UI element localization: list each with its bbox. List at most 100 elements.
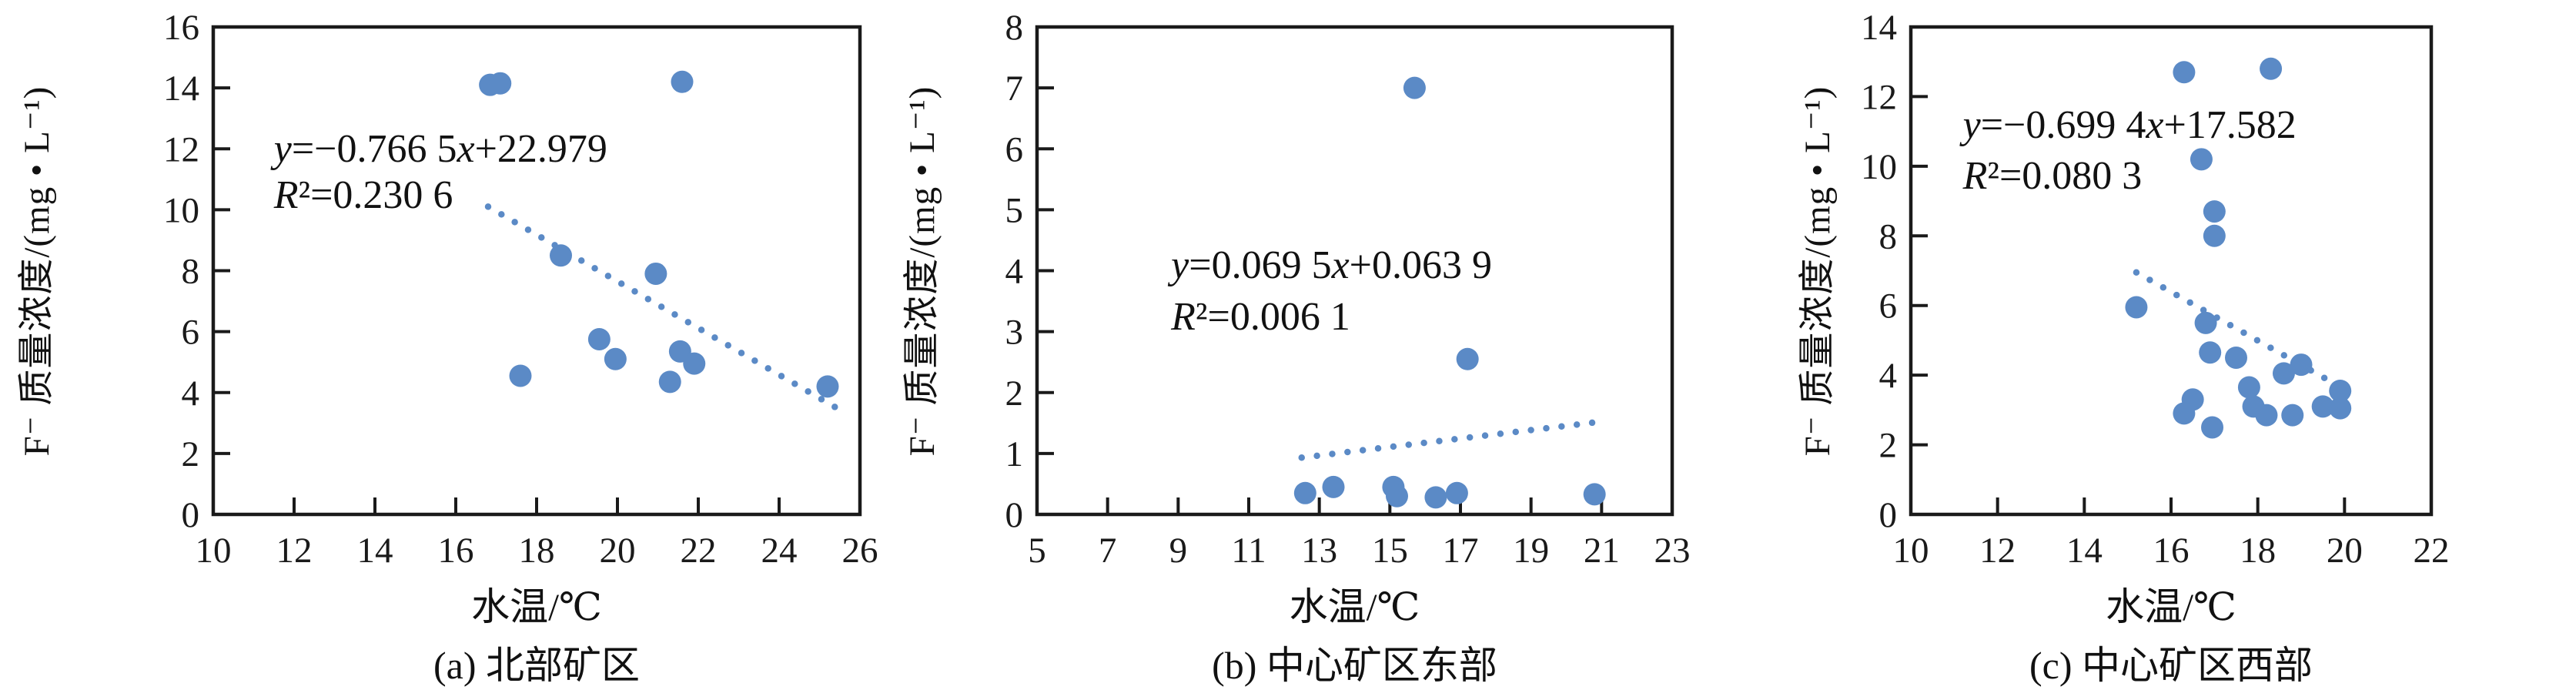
data-point <box>550 244 572 267</box>
data-point <box>489 72 512 95</box>
trend-equation-label: y=−0.766 5x+22.979 <box>273 127 607 172</box>
data-point <box>658 370 681 394</box>
y-tick-label: 8 <box>1005 8 1024 48</box>
data-point <box>2173 402 2196 425</box>
data-point <box>2329 397 2352 420</box>
x-tick-label: 12 <box>276 531 313 571</box>
x-tick-label: 14 <box>357 531 393 571</box>
data-point <box>2203 224 2226 247</box>
data-point <box>604 347 627 370</box>
x-tick-label: 10 <box>1893 531 1929 571</box>
data-point <box>2272 362 2295 385</box>
data-point <box>2194 311 2217 334</box>
panel-caption: (c) 中心矿区西部 <box>2029 644 2313 687</box>
y-tick-label: 4 <box>1005 252 1024 292</box>
data-point <box>816 375 839 398</box>
x-tick-label: 19 <box>1513 531 1549 571</box>
data-point <box>2237 376 2260 399</box>
data-point <box>2260 57 2283 80</box>
data-point <box>2311 395 2334 418</box>
data-point <box>2173 61 2196 84</box>
y-axis-title: F⁻ 质量浓度/(mg • L⁻¹) <box>16 85 57 456</box>
panel-caption: (b) 中心矿区东部 <box>1212 644 1497 687</box>
y-tick-label: 5 <box>1005 190 1024 230</box>
y-tick-label: 10 <box>163 190 199 230</box>
x-tick-label: 22 <box>2414 531 2450 571</box>
data-point <box>1403 76 1426 99</box>
y-tick-label: 4 <box>182 373 200 414</box>
y-tick-label: 14 <box>163 69 199 109</box>
data-point <box>644 262 667 285</box>
data-point <box>1456 347 1479 370</box>
scatter-plot-c: 10 12 14 16 18 20 22 0 2 4 6 8 10 12 14 <box>1861 8 2450 571</box>
y-tick-label: 0 <box>1879 495 1898 535</box>
x-tick-label: 5 <box>1028 531 1046 571</box>
data-point <box>509 364 532 387</box>
data-point <box>587 328 611 351</box>
data-point <box>2329 379 2352 402</box>
x-tick-label: 20 <box>600 531 636 571</box>
data-point <box>1386 484 1408 507</box>
y-tick-label: 8 <box>182 252 200 292</box>
x-tick-label: 11 <box>1231 531 1266 571</box>
y-tick-label: 2 <box>1005 373 1024 414</box>
y-axis-title: F⁻ 质量浓度/(mg • L⁻¹) <box>902 85 942 456</box>
y-tick-label: 14 <box>1861 8 1897 48</box>
x-axis-title: 水温/℃ <box>471 585 602 628</box>
x-tick-label: 16 <box>2153 531 2190 571</box>
r-squared-label: R²=0.006 1 <box>1171 294 1350 339</box>
x-tick-label: 18 <box>2240 531 2276 571</box>
data-point <box>1445 481 1468 504</box>
x-tick-label: 12 <box>1979 531 2016 571</box>
data-point <box>683 352 706 375</box>
x-axis-title: 水温/℃ <box>1289 585 1420 628</box>
x-tick-label: 18 <box>519 531 555 571</box>
x-tick-label: 13 <box>1301 531 1337 571</box>
y-tick-label: 6 <box>1005 129 1024 169</box>
x-tick-label: 14 <box>2066 531 2103 571</box>
x-tick-label: 15 <box>1372 531 1408 571</box>
trendline <box>1298 418 1605 461</box>
x-axis-title: 水温/℃ <box>2106 585 2236 628</box>
data-point <box>2190 148 2213 171</box>
y-tick-label: 6 <box>1879 286 1898 327</box>
data-point <box>2199 341 2222 364</box>
r-squared-label: R²=0.080 3 <box>1962 153 2143 198</box>
y-tick-label: 6 <box>182 313 200 353</box>
y-tick-label: 0 <box>182 495 200 535</box>
trend-equation-label: y=−0.699 4x+17.582 <box>1962 103 2297 148</box>
data-point <box>2125 296 2148 319</box>
plot-border <box>211 25 862 517</box>
x-tick-label: 16 <box>438 531 474 571</box>
y-axis-title: F⁻ 质量浓度/(mg • L⁻¹) <box>1797 85 1838 456</box>
x-tick-label: 26 <box>842 531 878 571</box>
data-point <box>2201 416 2224 439</box>
x-tick-label: 10 <box>196 531 232 571</box>
x-tick-label: 17 <box>1443 531 1479 571</box>
x-tick-label: 20 <box>2327 531 2363 571</box>
data-point <box>1293 481 1316 504</box>
data-point <box>2203 200 2226 223</box>
x-tick-label: 9 <box>1169 531 1188 571</box>
x-tick-label: 21 <box>1584 531 1620 571</box>
y-tick-label: 2 <box>182 434 200 474</box>
trend-equation-label: y=0.069 5x+0.063 9 <box>1171 243 1492 287</box>
data-point <box>2281 404 2304 427</box>
trendline <box>484 203 839 411</box>
data-point <box>1322 475 1345 498</box>
y-tick-label: 10 <box>1861 147 1897 187</box>
data-point <box>2255 404 2278 427</box>
y-tick-label: 12 <box>1861 77 1897 117</box>
panel-a-north-mining-area: 10 12 14 16 18 20 22 24 26 0 2 4 6 8 10 12 14 16 F⁻ 质量浓度/… <box>0 0 885 690</box>
x-tick-label: 22 <box>681 531 717 571</box>
panel-c-central-mining-area-west: 10 12 14 16 18 20 22 0 2 4 6 8 10 12 14 F⁻ 质量浓度/(mg • … <box>1736 0 2576 690</box>
data-point <box>2225 347 2247 370</box>
y-tick-label: 7 <box>1005 69 1024 109</box>
y-tick-label: 8 <box>1879 216 1898 256</box>
y-tick-label: 1 <box>1005 434 1024 474</box>
plot-border <box>1909 25 2434 517</box>
x-tick-label: 24 <box>761 531 798 571</box>
